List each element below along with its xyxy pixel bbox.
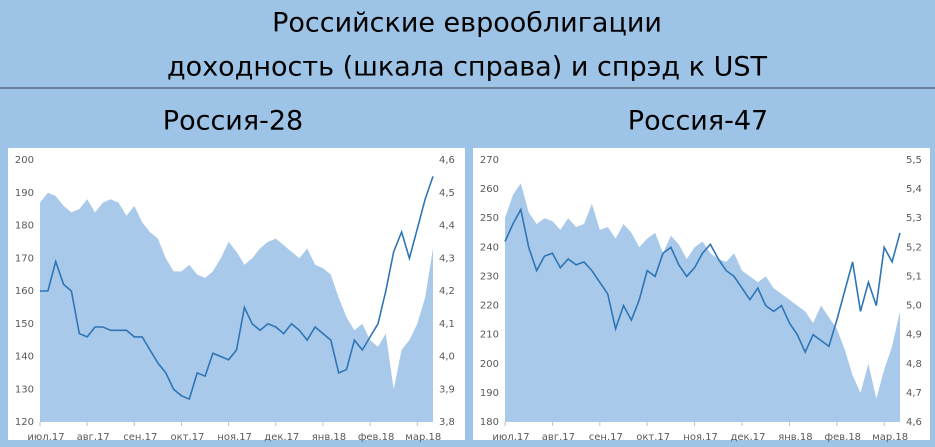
x-tick-label: июл.17	[492, 432, 529, 443]
y2-tick-label: 5,5	[906, 155, 922, 166]
x-tick-label: дек.17	[730, 432, 765, 443]
y2-tick-label: 4,0	[439, 352, 455, 363]
y2-tick-label: 3,9	[439, 384, 455, 395]
y2-tick-label: 5,2	[906, 242, 922, 253]
y2-tick-label: 5,0	[906, 301, 922, 312]
y-tick-label: 270	[480, 155, 499, 166]
chart-title: Россия-28	[163, 106, 303, 137]
yield-line	[504, 207, 901, 355]
y-tick-label: 230	[480, 271, 499, 282]
x-tick-label: сен.17	[123, 432, 157, 443]
x-tick-label: авг.17	[77, 432, 110, 443]
x-tick-label: дек.17	[264, 432, 299, 443]
x-tick-label: ноя.17	[683, 432, 718, 443]
chart-title: Россия-47	[628, 106, 768, 137]
y-tick-label: 170	[15, 253, 34, 264]
y-tick-label: 180	[480, 417, 499, 428]
y2-tick-label: 4,5	[439, 188, 455, 199]
x-tick-label: июл.17	[27, 432, 64, 443]
y-tick-label: 190	[15, 188, 34, 199]
spread-area	[40, 192, 433, 422]
y2-tick-label: 4,6	[906, 417, 922, 428]
x-tick-label: фев.18	[358, 432, 395, 443]
y2-tick-label: 4,2	[439, 286, 455, 297]
y-tick-label: 120	[15, 417, 34, 428]
y2-tick-label: 4,8	[906, 359, 922, 370]
x-tick-label: мар.18	[405, 432, 441, 443]
y2-tick-label: 4,1	[439, 319, 455, 330]
y2-tick-label: 4,4	[439, 221, 455, 232]
yield-line	[40, 176, 434, 401]
title-line: доходность (шкала справа) и спрэд к UST	[167, 52, 767, 83]
y-tick-label: 160	[15, 286, 34, 297]
y2-tick-label: 5,3	[906, 213, 922, 224]
y-tick-label: 200	[15, 155, 34, 166]
y-tick-label: 220	[480, 301, 499, 312]
y2-tick-label: 3,8	[439, 417, 455, 428]
y-tick-label: 140	[15, 352, 34, 363]
x-tick-label: авг.17	[542, 432, 575, 443]
y2-tick-label: 4,6	[439, 155, 455, 166]
title-line: Российские еврооблигации	[272, 8, 662, 39]
y2-tick-label: 4,7	[906, 388, 922, 399]
x-tick-label: ноя.17	[217, 432, 252, 443]
y2-tick-label: 4,9	[906, 330, 922, 341]
y2-tick-label: 5,1	[906, 271, 922, 282]
x-tick-label: окт.17	[171, 432, 205, 443]
y-tick-label: 130	[15, 384, 34, 395]
y-tick-label: 240	[480, 242, 499, 253]
y-tick-label: 210	[480, 330, 499, 341]
y-tick-label: 200	[480, 359, 499, 370]
y2-tick-label: 5,4	[906, 184, 922, 195]
y2-tick-label: 4,3	[439, 253, 455, 264]
x-tick-label: мар.18	[872, 432, 908, 443]
x-tick-label: окт.17	[636, 432, 670, 443]
y-tick-label: 180	[15, 221, 34, 232]
y-tick-label: 190	[480, 388, 499, 399]
x-tick-label: янв.18	[778, 432, 812, 443]
x-tick-label: сен.17	[589, 432, 623, 443]
y-tick-label: 150	[15, 319, 34, 330]
y-tick-label: 260	[480, 184, 499, 195]
x-tick-label: янв.18	[312, 432, 346, 443]
x-tick-label: фев.18	[825, 432, 862, 443]
spread-area	[505, 183, 900, 422]
y-tick-label: 250	[480, 213, 499, 224]
